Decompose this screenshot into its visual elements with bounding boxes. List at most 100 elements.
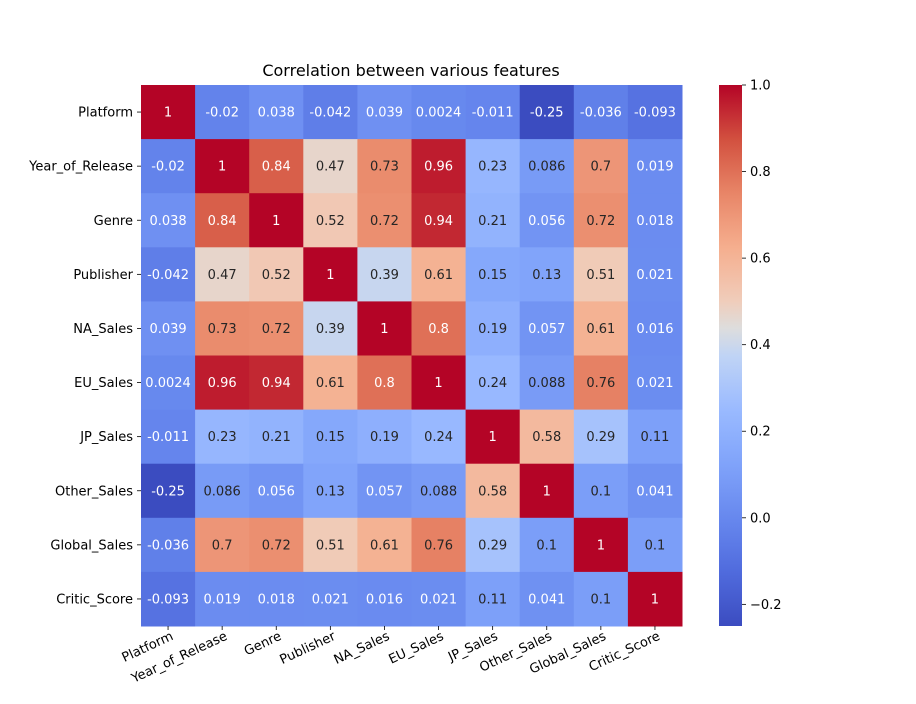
heatmap-cell — [303, 247, 358, 302]
heatmap-cell-label: 0.73 — [370, 160, 399, 175]
heatmap-cell-label: 0.94 — [424, 214, 453, 229]
heatmap-cell — [411, 247, 467, 302]
heatmap-cell — [195, 85, 250, 140]
heatmap-cell-label: 0.58 — [532, 430, 561, 445]
heatmap-cell-label: 0.52 — [316, 214, 345, 229]
heatmap-cell-label: 0.61 — [370, 538, 399, 553]
colorbar-tick-label: 0.0 — [750, 511, 771, 526]
heatmap-cell-label: 0.038 — [258, 106, 295, 121]
heatmap-cell — [195, 247, 250, 302]
heatmap-cell — [465, 517, 521, 573]
heatmap-cell-label: -0.042 — [309, 106, 351, 121]
heatmap-cell-label: 0.19 — [478, 322, 507, 337]
heatmap-cell-label: 0.84 — [208, 214, 237, 229]
heatmap-cell-label: -0.02 — [205, 106, 239, 121]
heatmap-cell-label: 0.7 — [591, 160, 612, 175]
heatmap-cell-label: 0.21 — [262, 430, 291, 445]
heatmap-cell-label: -0.25 — [530, 106, 564, 121]
heatmap-cell-label: 0.019 — [204, 592, 241, 607]
heatmap-cell — [573, 463, 629, 519]
heatmap-cell — [465, 355, 521, 411]
heatmap-cell — [573, 193, 629, 248]
heatmap-cell — [519, 409, 575, 465]
colorbar-tick-label: −0.2 — [750, 598, 782, 613]
heatmap-cell — [357, 517, 412, 573]
heatmap-cell-label: -0.036 — [147, 538, 189, 553]
heatmap-cell-label: 0.7 — [212, 538, 233, 553]
heatmap-cell-label: 0.086 — [204, 484, 241, 499]
y-axis-tick-label: Year_of_Release — [28, 160, 133, 175]
heatmap-cell — [195, 517, 250, 573]
heatmap-cell-label: 0.1 — [591, 592, 612, 607]
heatmap-cell-label: 0.039 — [366, 106, 403, 121]
heatmap-cell-label: 0.58 — [478, 484, 507, 499]
heatmap-cell — [141, 355, 196, 411]
heatmap-cell — [519, 247, 575, 302]
heatmap-cells — [141, 85, 683, 627]
heatmap-cell — [357, 193, 412, 248]
heatmap-cell — [627, 193, 683, 248]
heatmap-cell — [519, 571, 575, 627]
y-axis-tick-label: Genre — [94, 214, 133, 229]
x-axis-tick-label: Year_of_Release — [128, 629, 229, 687]
heatmap-cell-label: 0.39 — [370, 268, 399, 283]
heatmap-cell-label: 0.056 — [258, 484, 295, 499]
heatmap-cell-label: 0.041 — [636, 484, 673, 499]
heatmap-cell-label: 0.041 — [528, 592, 565, 607]
heatmap-cell-label: -0.02 — [151, 160, 185, 175]
heatmap-cell-label: 0.96 — [208, 376, 237, 391]
heatmap-cell-label: 0.11 — [478, 592, 507, 607]
heatmap-cell — [627, 247, 683, 302]
heatmap-cell — [195, 301, 250, 356]
heatmap-cell-label: 0.76 — [424, 538, 453, 553]
heatmap-cell-label: 1 — [380, 322, 388, 337]
heatmap-cell-label: 0.73 — [208, 322, 237, 337]
heatmap-cell-label: 0.21 — [478, 214, 507, 229]
heatmap-cell — [411, 301, 467, 356]
heatmap-cell — [627, 517, 683, 573]
heatmap-cell — [411, 463, 467, 519]
heatmap-cell-label: 1 — [651, 592, 659, 607]
heatmap-cell-label: 0.038 — [149, 214, 186, 229]
heatmap-cell-label: 0.1 — [536, 538, 557, 553]
heatmap-cell — [141, 301, 196, 356]
heatmap-cell — [627, 85, 683, 140]
heatmap-cell — [573, 571, 629, 627]
heatmap-cell — [141, 85, 196, 140]
heatmap-cell — [465, 85, 521, 140]
heatmap-cell-label: 0.8 — [428, 322, 449, 337]
heatmap-cell — [573, 139, 629, 194]
heatmap-cell — [465, 463, 521, 519]
heatmap-cell — [195, 571, 250, 627]
heatmap-cell-labels: 1 -0.02 0.038 -0.042 0.039 0.0024 -0.011 -0.25 -… — [145, 106, 676, 608]
heatmap-cell-label: -0.25 — [151, 484, 185, 499]
heatmap-cell-label: 0.0024 — [416, 106, 462, 121]
heatmap-cell-label: 0.23 — [208, 430, 237, 445]
heatmap-cell-label: 0.039 — [149, 322, 186, 337]
colorbar-tick-label: 0.2 — [750, 425, 771, 440]
heatmap-cell-label: 0.056 — [528, 214, 565, 229]
heatmap-cell — [195, 463, 250, 519]
heatmap-cell — [465, 247, 521, 302]
heatmap-cell — [303, 571, 358, 627]
heatmap-cell-label: 0.76 — [586, 376, 615, 391]
heatmap-cell — [195, 355, 250, 411]
heatmap-cell-label: 0.0024 — [145, 376, 191, 391]
heatmap-cell-label: -0.036 — [580, 106, 622, 121]
heatmap-cell — [465, 193, 521, 248]
heatmap-cell — [357, 85, 412, 140]
heatmap-cell — [303, 85, 358, 140]
heatmap-cell — [627, 571, 683, 627]
heatmap-cell — [519, 193, 575, 248]
heatmap-cell — [465, 301, 521, 356]
heatmap-cell — [303, 139, 358, 194]
heatmap-cell-label: -0.011 — [472, 106, 514, 121]
heatmap-cell-label: 0.088 — [420, 484, 457, 499]
heatmap-cell-label: 0.15 — [316, 430, 345, 445]
heatmap-cell-label: 0.057 — [366, 484, 403, 499]
heatmap-cell — [303, 193, 358, 248]
y-axis-tick-labels: Platform Year_of_Release Genre Publisher NA_… — [28, 106, 141, 607]
y-axis-tick-label: JP_Sales — [79, 430, 133, 445]
